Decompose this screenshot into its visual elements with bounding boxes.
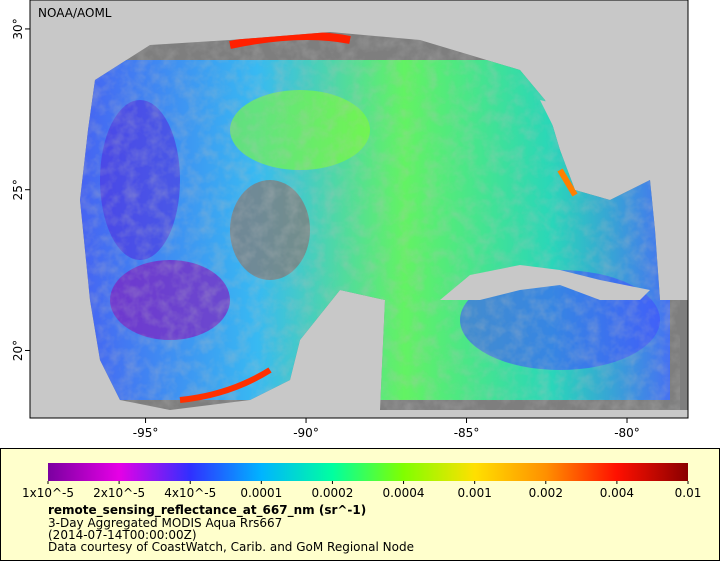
- lat-tick-label: 20°: [11, 340, 25, 361]
- colorbar-label: 0.01: [675, 486, 702, 500]
- florida: [540, 100, 610, 195]
- variable-name: remote_sensing_reflectance_at_667_nm (sr…: [48, 503, 366, 518]
- time: (2014-07-14T00:00:00Z): [48, 528, 197, 542]
- colorbar-label: 0.0004: [383, 486, 425, 500]
- credit: Data courtesy of CoastWatch, Carib. and …: [48, 540, 414, 554]
- colorbar-label: 0.004: [600, 486, 634, 500]
- colorbar: [48, 463, 688, 481]
- lon-tick-label: -80°: [614, 426, 640, 440]
- colorbar-label: 1x10^-5: [22, 486, 74, 500]
- colorbar-label: 0.002: [529, 486, 563, 500]
- colorbar-label: 0.001: [457, 486, 491, 500]
- watermark: NOAA/AOML: [38, 6, 112, 20]
- lat-tick-label: 30°: [11, 18, 25, 39]
- colorbar-label: 0.0001: [240, 486, 282, 500]
- lon-tick-label: -85°: [454, 426, 480, 440]
- map-frame: [29, 0, 689, 419]
- description: 3-Day Aggregated MODIS Aqua Rrs667: [48, 516, 282, 530]
- lon-tick-label: -95°: [133, 426, 159, 440]
- lon-tick-label: -90°: [293, 426, 319, 440]
- colorbar-label: 0.0002: [311, 486, 353, 500]
- cuba: [440, 265, 650, 300]
- colorbar-label: 2x10^-5: [93, 486, 145, 500]
- colorbar-label: 4x10^-5: [164, 486, 216, 500]
- lat-tick-label: 25°: [11, 179, 25, 200]
